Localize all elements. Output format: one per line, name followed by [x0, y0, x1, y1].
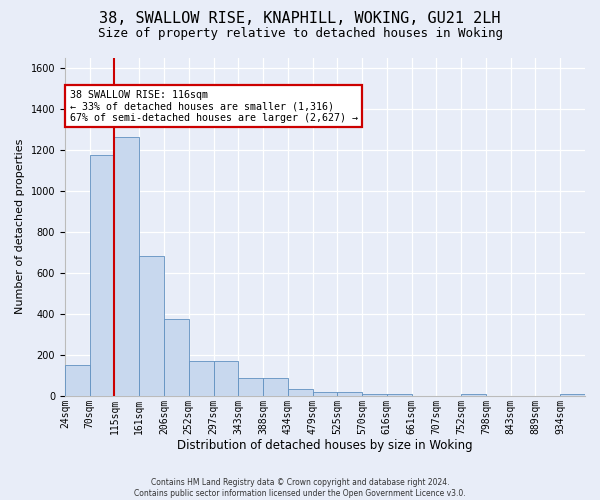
Bar — [362, 394, 387, 396]
Bar — [164, 319, 189, 396]
Bar — [139, 256, 164, 396]
Bar — [313, 392, 337, 396]
Bar — [461, 394, 486, 396]
Bar — [560, 394, 585, 396]
Bar — [189, 361, 214, 396]
Bar — [263, 378, 288, 396]
Bar — [337, 392, 362, 396]
Text: Contains HM Land Registry data © Crown copyright and database right 2024.
Contai: Contains HM Land Registry data © Crown c… — [134, 478, 466, 498]
Bar — [65, 365, 89, 396]
Bar — [387, 394, 412, 396]
X-axis label: Distribution of detached houses by size in Woking: Distribution of detached houses by size … — [177, 440, 473, 452]
Bar — [115, 138, 139, 396]
Bar — [238, 378, 263, 396]
Text: 38, SWALLOW RISE, KNAPHILL, WOKING, GU21 2LH: 38, SWALLOW RISE, KNAPHILL, WOKING, GU21… — [99, 11, 501, 26]
Bar — [89, 155, 115, 396]
Y-axis label: Number of detached properties: Number of detached properties — [15, 139, 25, 314]
Text: Size of property relative to detached houses in Woking: Size of property relative to detached ho… — [97, 28, 503, 40]
Bar — [288, 388, 313, 396]
Text: 38 SWALLOW RISE: 116sqm
← 33% of detached houses are smaller (1,316)
67% of semi: 38 SWALLOW RISE: 116sqm ← 33% of detache… — [70, 90, 358, 123]
Bar — [214, 361, 238, 396]
